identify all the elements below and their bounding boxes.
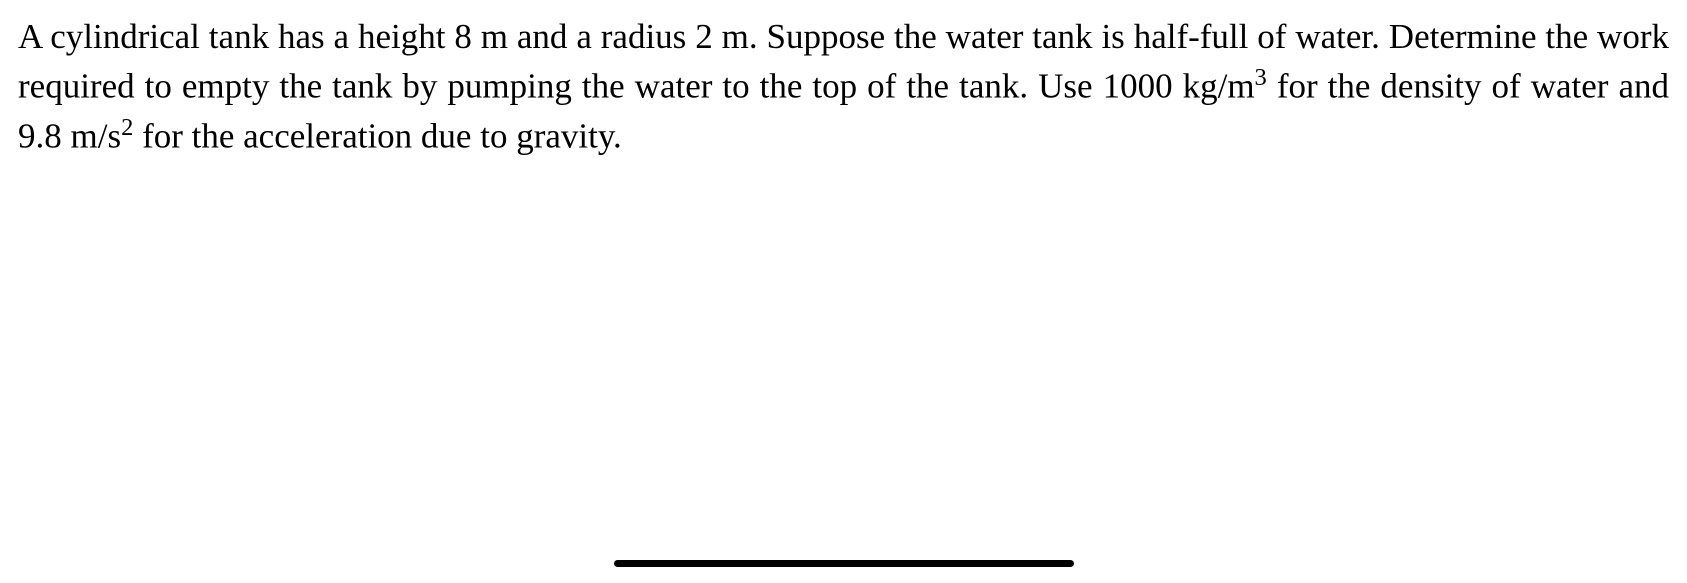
problem-text-part-3: for the acceleration due to gravity.: [133, 116, 621, 155]
problem-statement: A cylindrical tank has a height 8 m and …: [0, 0, 1687, 160]
cubic-exponent: 3: [1255, 64, 1267, 91]
home-indicator-bar: [614, 560, 1074, 567]
squared-exponent: 2: [121, 114, 133, 141]
